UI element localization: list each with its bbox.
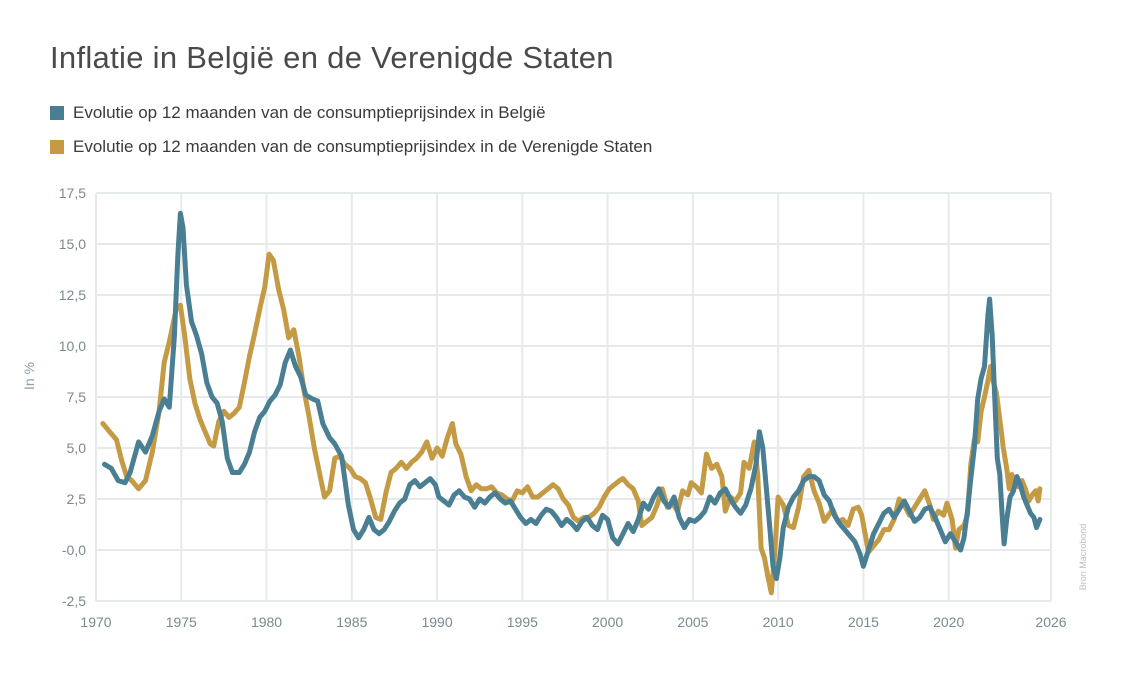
legend-swatch-united-states [50,140,64,154]
chart-series [100,210,1043,596]
x-tick-label: 1975 [166,614,197,630]
x-tick-label: 2020 [933,614,964,630]
chart-title: Inflatie in België en de Verenigde State… [50,40,614,75]
y-tick-label: 5,0 [67,440,87,456]
y-tick-label: 12,5 [59,287,86,303]
legend-label-united-states: Evolutie op 12 maanden van de consumptie… [73,137,653,156]
y-tick-label: 10,0 [59,338,86,354]
source-note: Bron Macrobond [1078,524,1088,591]
y-tick-label: 15,0 [59,236,86,252]
y-tick-label: -0,0 [62,542,86,558]
x-tick-label: 1985 [336,614,367,630]
x-tick-label: 2005 [677,614,708,630]
x-tick-label: 2015 [848,614,879,630]
series-line-united-states [100,251,1043,596]
legend-label-belgium: Evolutie op 12 maanden van de consumptie… [73,103,546,122]
x-tick-label: 1990 [421,614,452,630]
y-tick-label: 17,5 [59,185,86,201]
chart-legend: Evolutie op 12 maanden van de consumptie… [50,96,652,164]
y-axis: 17,5 15,0 12,5 10,0 7,5 5,0 2,5 -0,0 -2,5 [59,185,86,609]
x-tick-label: 1970 [80,614,111,630]
y-tick-label: 2,5 [67,491,87,507]
x-tick-label: 2000 [592,614,623,630]
x-tick-label: 1980 [251,614,282,630]
x-tick-label: 2010 [763,614,794,630]
y-axis-label: In % [21,362,37,390]
x-axis: 1970 1975 1980 1985 1990 1995 2000 2005 2010 2015… [80,614,1066,630]
legend-item-belgium: Evolutie op 12 maanden van de consumptie… [50,96,652,130]
y-tick-label: -2,5 [62,593,86,609]
legend-swatch-belgium [50,106,64,120]
y-tick-label: 7,5 [67,389,87,405]
series-line-belgium [102,210,1043,582]
x-tick-label: 1995 [507,614,538,630]
legend-item-united-states: Evolutie op 12 maanden van de consumptie… [50,130,652,164]
x-tick-label: 2026 [1035,614,1066,630]
chart-grid [95,192,1052,602]
